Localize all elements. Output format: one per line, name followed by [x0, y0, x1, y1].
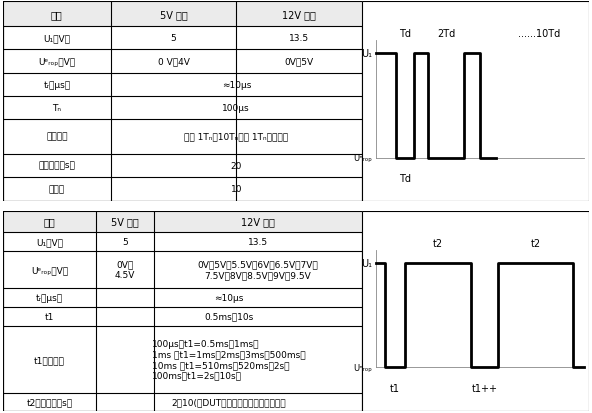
Text: 2Td: 2Td [437, 29, 455, 39]
Text: 100μs（t1=0.5ms～1ms）
1ms （t1=1ms、2ms、3ms～500ms）
10ms （t1=510ms、520ms～2s）
100ms（t1: 100μs（t1=0.5ms～1ms） 1ms （t1=1ms、2ms、3ms～… [152, 339, 306, 380]
Text: U₁: U₁ [361, 259, 372, 268]
Text: 脉冲间隔（s）: 脉冲间隔（s） [38, 161, 75, 170]
Text: 5V 系统: 5V 系统 [160, 9, 187, 20]
Text: 12V 系统: 12V 系统 [241, 217, 275, 227]
Text: 0.5ms～10s: 0.5ms～10s [204, 312, 254, 321]
Text: U₁（V）: U₁（V） [43, 34, 70, 43]
Text: 0V、5V、5.5V、6V、6.5V、7V、
7.5V、8V、8.5V、9V、9.5V: 0V、5V、5.5V、6V、6.5V、7V、 7.5V、8V、8.5V、9V、9… [197, 260, 318, 280]
Text: U₁: U₁ [361, 49, 372, 59]
Text: t2脉冲间隔（s）: t2脉冲间隔（s） [27, 398, 73, 406]
Text: tᵣ（μs）: tᵣ（μs） [36, 293, 63, 302]
Text: ≈10μs: ≈10μs [214, 293, 244, 302]
Text: t2: t2 [530, 238, 540, 248]
Text: 13.5: 13.5 [289, 34, 309, 43]
Text: Uᵉᵣₒₚ（V）: Uᵉᵣₒₚ（V） [38, 57, 75, 66]
Text: t1: t1 [390, 383, 400, 393]
Bar [3, 2, 362, 27]
Bar [3, 211, 362, 233]
Text: Tₙ: Tₙ [52, 104, 62, 113]
Text: t1++: t1++ [472, 383, 497, 393]
Text: 0V、
4.5V: 0V、 4.5V [115, 260, 135, 280]
Text: Td: Td [399, 173, 411, 183]
Text: 100μs: 100μs [223, 104, 250, 113]
Text: 5V 系统: 5V 系统 [111, 217, 139, 227]
Text: t1: t1 [45, 312, 54, 321]
Text: 5: 5 [170, 34, 176, 43]
Text: 12V 系统: 12V 系统 [282, 9, 316, 20]
Text: 0V、5V: 0V、5V [285, 57, 314, 66]
Text: 20: 20 [230, 161, 242, 170]
Text: ......10Td: ......10Td [518, 29, 560, 39]
Text: tᵣ（μs）: tᵣ（μs） [43, 81, 70, 90]
Text: 10: 10 [230, 185, 242, 194]
Text: Uᵉᵣₒₚ: Uᵉᵣₒₚ [353, 363, 372, 372]
Text: 0 V、4V: 0 V、4V [157, 57, 189, 66]
Text: 参数: 参数 [44, 217, 56, 227]
Text: ≈10μs: ≈10μs [221, 81, 251, 90]
Text: 参数: 参数 [51, 9, 63, 20]
Text: Td: Td [399, 29, 411, 39]
Text: U₁（V）: U₁（V） [36, 237, 63, 247]
Text: 脉冲数: 脉冲数 [49, 185, 65, 194]
Text: 脉冲序列: 脉冲序列 [46, 133, 67, 141]
Text: Uᵉᵣₒₚ（V）: Uᵉᵣₒₚ（V） [31, 265, 68, 274]
Text: Uᵉᵣₒₚ: Uᵉᵣₒₚ [353, 154, 372, 163]
Text: 5: 5 [122, 237, 128, 247]
Text: 13.5: 13.5 [247, 237, 268, 247]
Text: t1每次增加: t1每次增加 [34, 355, 65, 364]
Text: t2: t2 [433, 238, 443, 248]
Text: 通电 1Tₙ～10Tₙ间隔 1Tₙ电压跳落: 通电 1Tₙ～10Tₙ间隔 1Tₙ电压跳落 [184, 133, 288, 141]
Text: 2～10(视DUT启动时间长短可延长或缩短: 2～10(视DUT启动时间长短可延长或缩短 [172, 398, 287, 406]
